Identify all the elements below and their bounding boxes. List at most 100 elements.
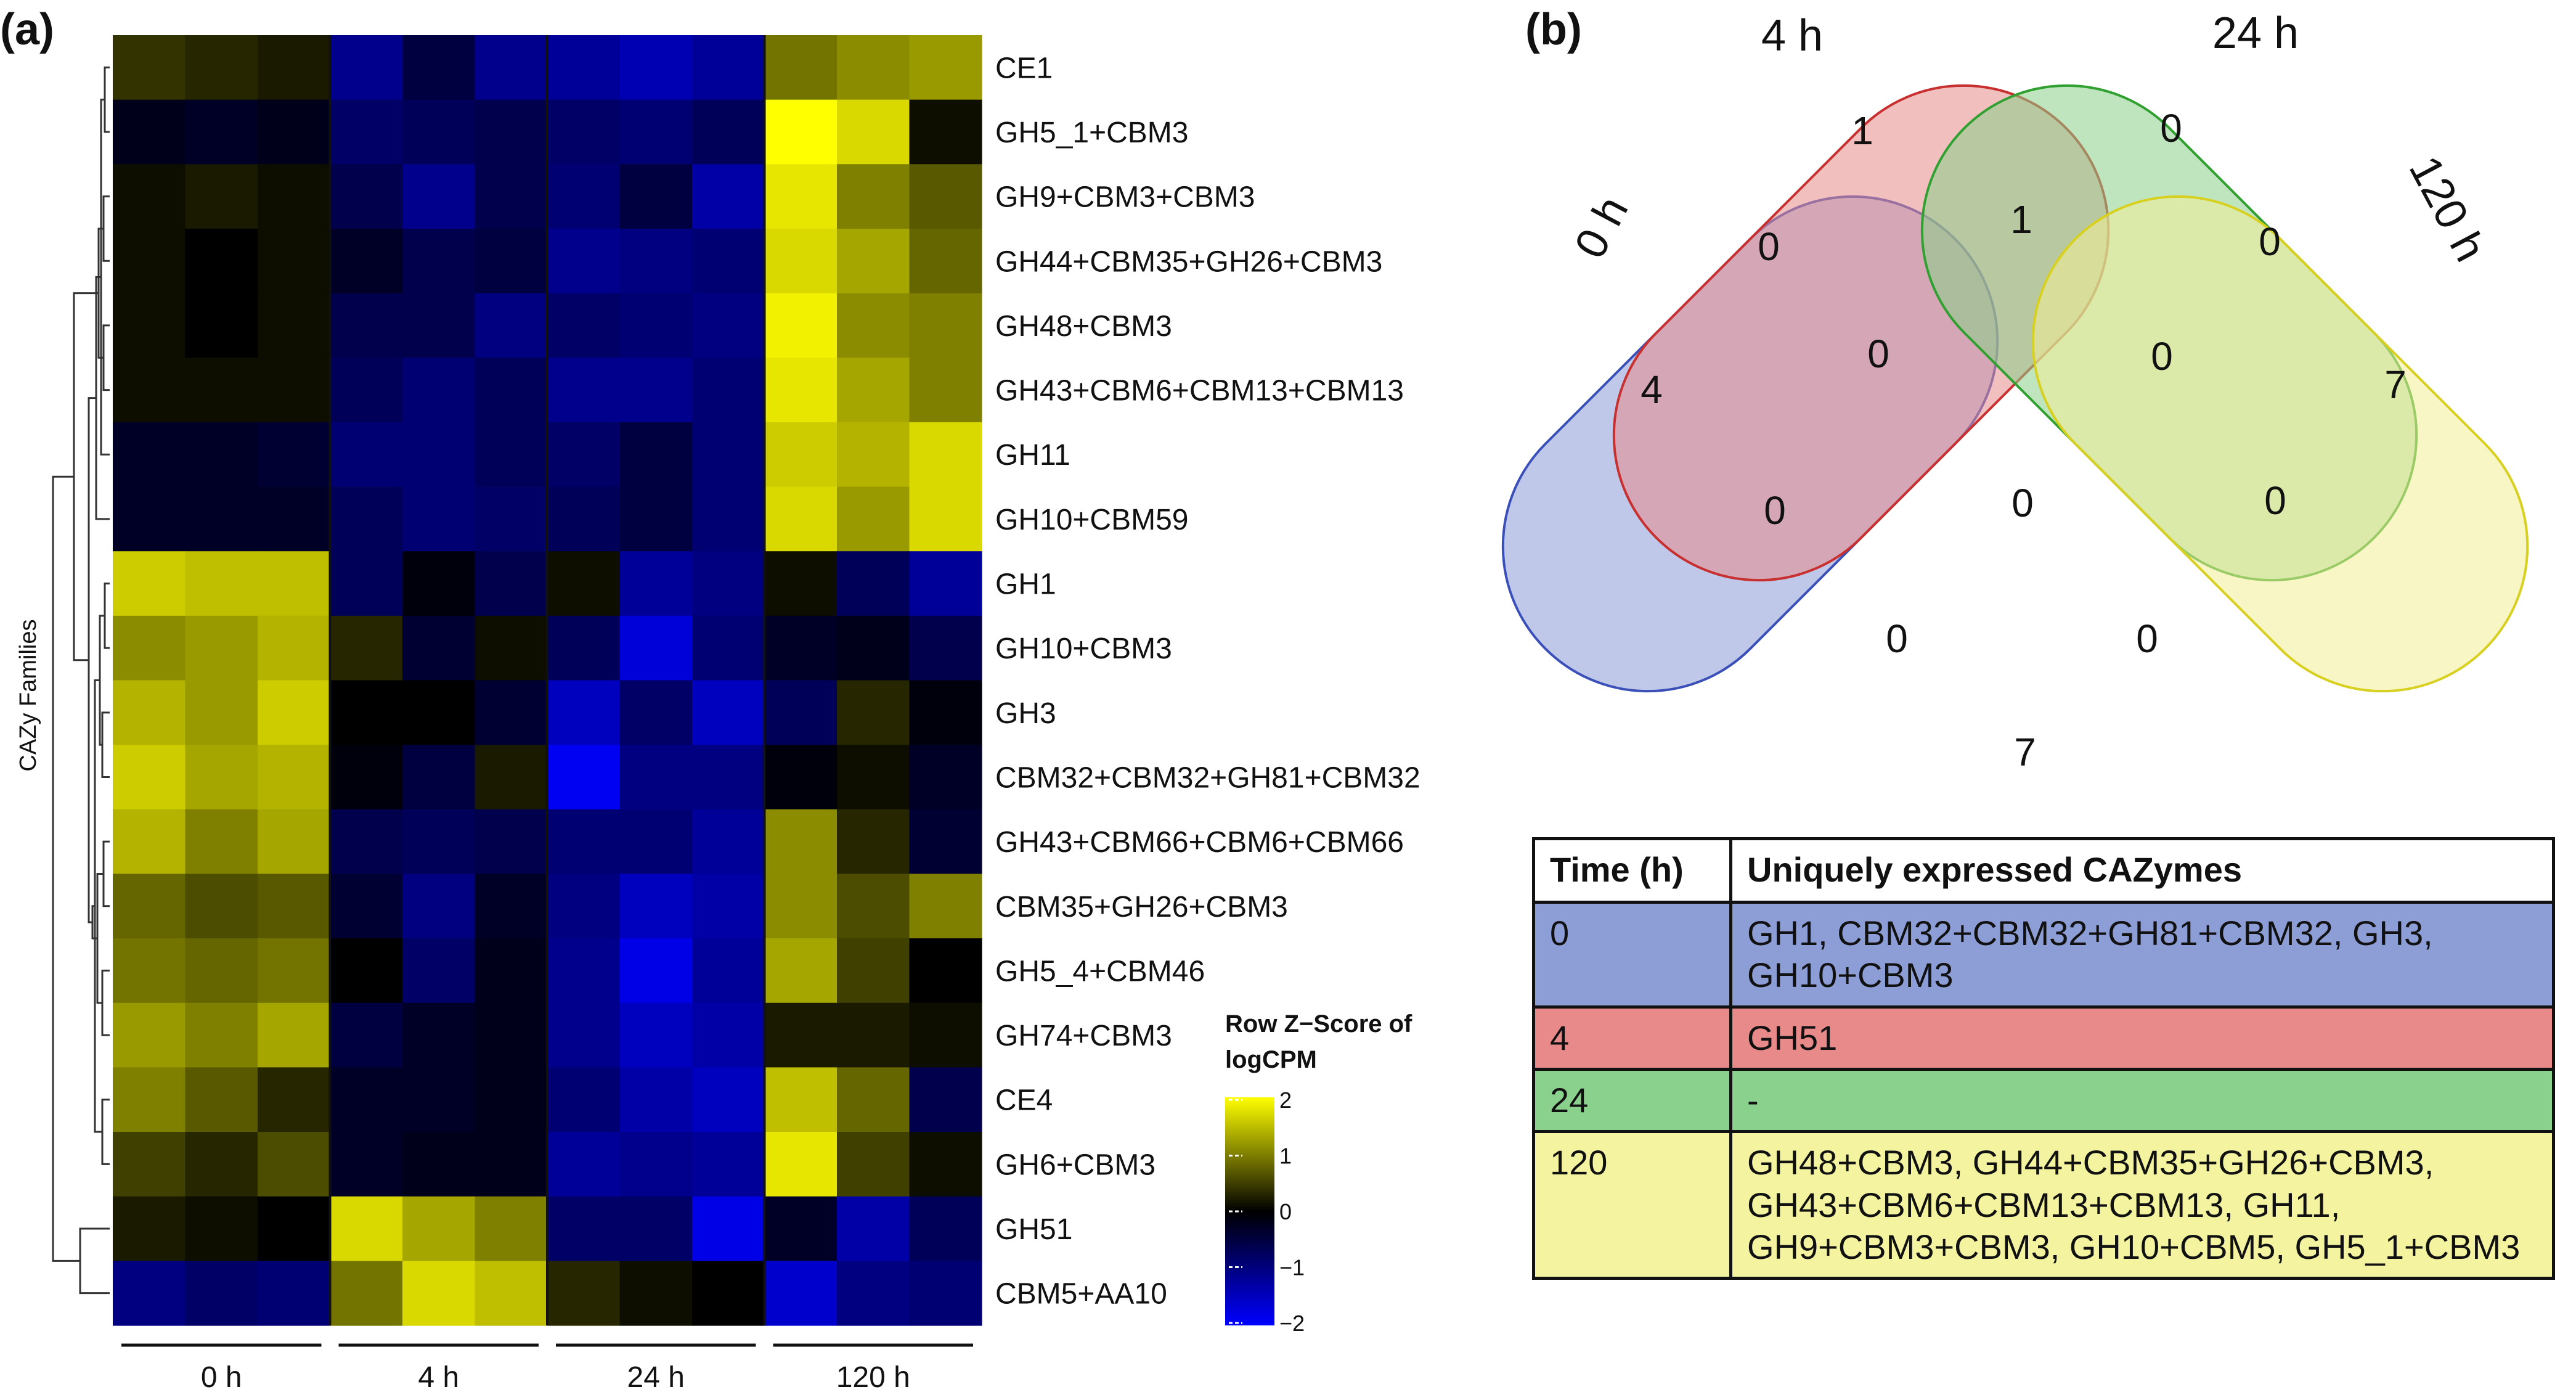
heatmap-cell (547, 809, 621, 875)
heatmap-cell (330, 1067, 403, 1132)
heatmap-cell (258, 99, 331, 165)
heatmap-cell (692, 1196, 765, 1261)
heatmap-cell (402, 99, 476, 165)
venn-set-label: 24 h (2212, 9, 2299, 58)
dendrogram-branch (101, 969, 110, 1036)
heatmap-cell (330, 551, 403, 616)
heatmap-cell (475, 228, 548, 294)
heatmap-row-label: GH3 (995, 697, 1056, 730)
heatmap-row-label: CBM35+GH26+CBM3 (995, 891, 1288, 923)
venn-region-count: 0 (2160, 106, 2182, 150)
venn-region-count: 0 (1764, 488, 1786, 533)
heatmap-cell (909, 35, 982, 100)
heatmap-cell (113, 809, 186, 875)
heatmap-cell (475, 680, 548, 745)
heatmap-cell (692, 422, 765, 488)
heatmap-cell (330, 35, 403, 100)
heatmap-cell (909, 1261, 982, 1326)
heatmap-cell (764, 164, 838, 229)
heatmap-cell (475, 1261, 548, 1326)
heatmap-cell (837, 293, 910, 358)
dendrogram-branch (52, 475, 80, 1262)
color-key-title-line1: Row Z−Score of (1225, 1010, 1412, 1038)
heatmap-cell (547, 938, 621, 1004)
heatmap-cell (258, 1196, 331, 1261)
color-key: Row Z−Score of logCPM 2 1 0 −1 −2 (1225, 1010, 1412, 1336)
heatmap-cell (547, 422, 621, 488)
heatmap-cell (475, 99, 548, 165)
color-key-gradient-bar (1225, 1097, 1274, 1325)
heatmap-cell (402, 1196, 476, 1261)
venn-region-count: 0 (2151, 334, 2173, 379)
heatmap-group-label: 0 h (201, 1361, 242, 1392)
heatmap-cell (402, 164, 476, 229)
heatmap-cell (330, 1196, 403, 1261)
dendrogram-branch (94, 679, 102, 1133)
heatmap-cell (692, 745, 765, 810)
heatmap-cell (113, 486, 186, 552)
heatmap-cell (619, 1196, 693, 1261)
venn-region-count: 0 (2259, 219, 2281, 264)
heatmap-cell (185, 293, 258, 358)
heatmap-cell (692, 551, 765, 616)
heatmap-cell (330, 358, 403, 423)
heatmap-row-label: GH11 (995, 439, 1070, 472)
color-key-tick-label: 2 (1279, 1087, 1292, 1113)
heatmap-cell (258, 35, 331, 100)
heatmap-cell (258, 164, 331, 229)
heatmap-row-label: GH10+CBM3 (995, 633, 1172, 665)
heatmap-cell (330, 680, 403, 745)
panel-a-label: (a) (0, 5, 54, 54)
heatmap-cell (113, 99, 186, 165)
heatmap-row-label: CBM32+CBM32+GH81+CBM32 (995, 761, 1420, 794)
table-cell-time: 24 (1532, 1067, 1732, 1134)
heatmap-cell (475, 745, 548, 810)
heatmap-cell (837, 1196, 910, 1261)
heatmap-cell (475, 809, 548, 875)
heatmap-cell (909, 1002, 982, 1068)
heatmap-cell (258, 874, 331, 939)
heatmap-row-label: GH44+CBM35+GH26+CBM3 (995, 245, 1382, 278)
heatmap-cell (113, 35, 186, 100)
table-row: 120 GH48+CBM3, GH44+CBM35+GH26+CBM3, GH43… (1532, 1130, 2555, 1280)
heatmap-cell (837, 486, 910, 552)
heatmap-cell (402, 1261, 476, 1326)
heatmap-cell (402, 1132, 476, 1197)
heatmap-cell (619, 551, 693, 616)
heatmap-cell (837, 1002, 910, 1068)
heatmap-cell (475, 1132, 548, 1197)
heatmap-cell (619, 99, 693, 165)
heatmap-cell (619, 1132, 693, 1197)
heatmap-cell (185, 938, 258, 1004)
heatmap-cell (909, 680, 982, 745)
venn-set-label: 4 h (1761, 11, 1823, 60)
heatmap-cell (475, 35, 548, 100)
heatmap-cell (619, 486, 693, 552)
heatmap-cell (837, 358, 910, 423)
heatmap-cell (619, 874, 693, 939)
heatmap-cell (619, 809, 693, 875)
heatmap-cell (837, 164, 910, 229)
heatmap-cell (330, 615, 403, 681)
heatmap-cell (837, 809, 910, 875)
heatmap-cell (909, 874, 982, 939)
heatmap-cell (837, 99, 910, 165)
table-cell-time: 4 (1532, 1005, 1732, 1071)
heatmap-cell (764, 615, 838, 681)
heatmap-cell (692, 293, 765, 358)
heatmap-cell (547, 1002, 621, 1068)
table-cell-time: 0 (1532, 901, 1732, 1009)
heatmap-cell (547, 99, 621, 165)
unique-cazymes-table: Time (h) Uniquely expressed CAZymes 0 GH1… (1532, 837, 2555, 1280)
heatmap-cell (909, 809, 982, 875)
heatmap-cell (185, 745, 258, 810)
heatmap-cell (547, 615, 621, 681)
heatmap-cell (692, 99, 765, 165)
heatmap-cell (330, 1002, 403, 1068)
heatmap-cell (547, 1132, 621, 1197)
table-cell-cazymes: GH1, CBM32+CBM32+GH81+CBM32, GH3, GH10+C… (1729, 901, 2555, 1009)
heatmap-cell (475, 1196, 548, 1261)
heatmap-panel: CE1 GH5_1+CBM3 GH9+CBM3+CBM3 GH44+CBM35+GH2… (15, 35, 1420, 1392)
heatmap-cell (113, 680, 186, 745)
